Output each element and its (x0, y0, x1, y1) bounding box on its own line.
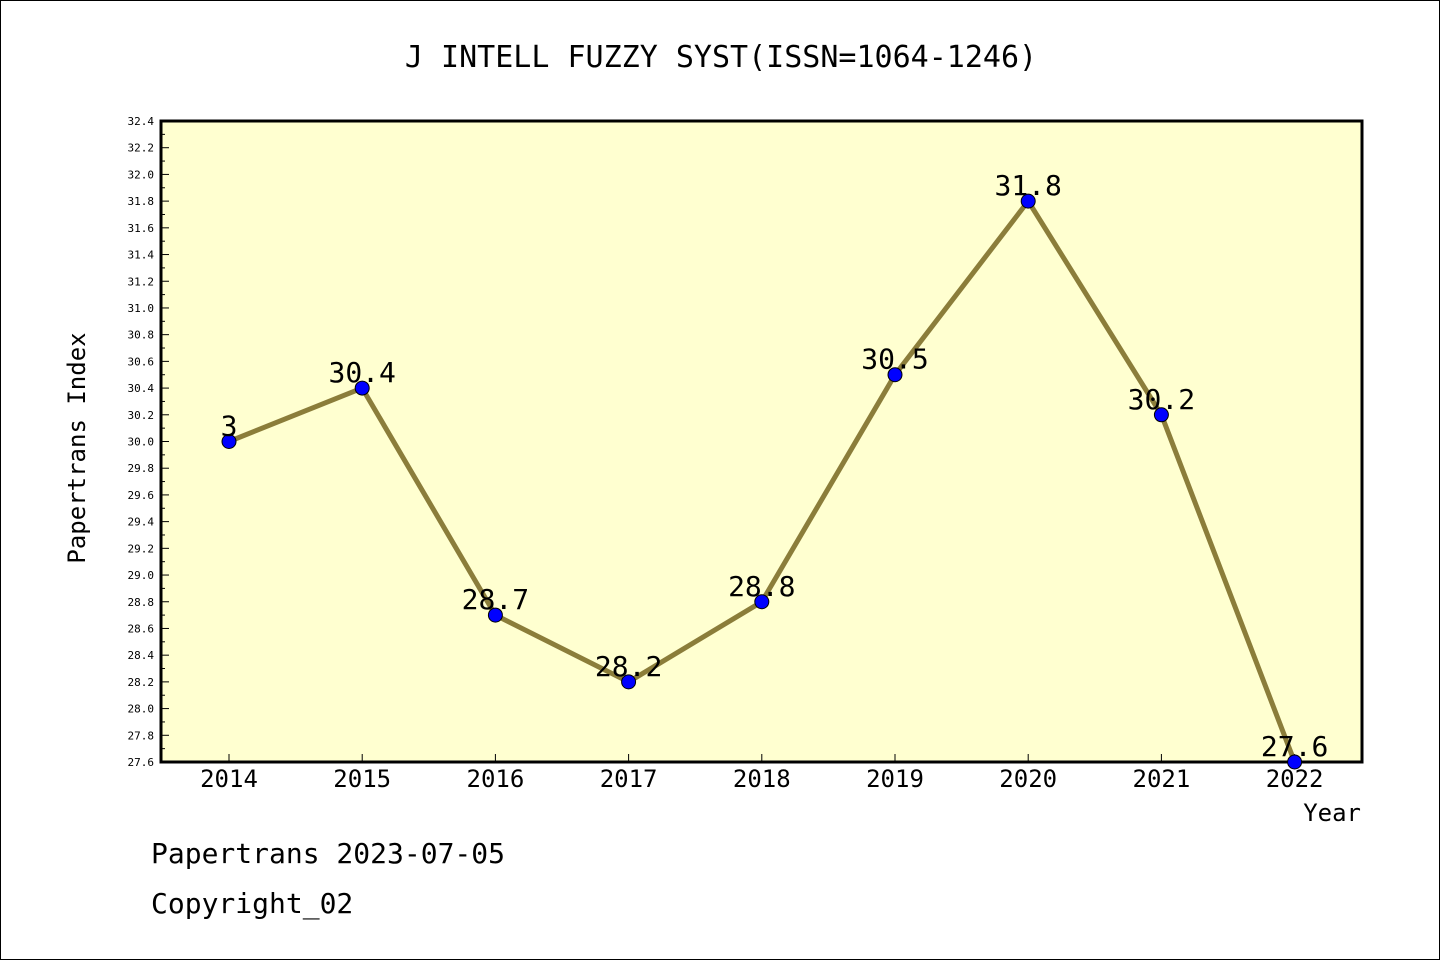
y-tick-label: 32.0 (128, 168, 155, 181)
y-tick-label: 30.6 (128, 355, 155, 368)
data-point (221, 434, 237, 449)
y-tick-label: 31.2 (128, 275, 155, 288)
data-point (487, 607, 503, 623)
data-point (354, 380, 370, 396)
x-tick-label: 2020 (999, 765, 1057, 793)
y-tick-label: 28.4 (128, 649, 155, 662)
y-tick-label: 31.4 (128, 249, 155, 262)
x-tick-label: 2022 (1266, 765, 1324, 793)
data-label: 30.5 (861, 343, 928, 376)
y-tick-label: 30.4 (128, 382, 155, 395)
data-label: 27.6 (1261, 730, 1328, 763)
data-point (887, 367, 903, 383)
y-tick-label: 29.8 (128, 462, 155, 475)
x-axis-label: Year (1303, 799, 1361, 827)
y-tick-label: 31.0 (128, 302, 155, 315)
data-label: 31.8 (994, 169, 1061, 202)
footer-copyright: Copyright_02 (151, 887, 354, 920)
y-tick-label: 29.4 (128, 516, 155, 529)
x-tick-label: 2014 (200, 765, 258, 793)
plot-area (159, 119, 1364, 764)
y-tick-label: 32.4 (128, 115, 155, 128)
y-tick-label: 28.2 (128, 676, 155, 689)
data-label: 30.2 (1128, 383, 1195, 416)
data-point (1020, 193, 1036, 209)
y-axis-ticks: 27.6 27.8 28.0 28.2 28.4 28.6 28.8 29.0 29.2 29.4… (128, 115, 169, 769)
x-tick-label: 2016 (467, 765, 525, 793)
x-tick-label: 2019 (866, 765, 924, 793)
data-label: 28.8 (728, 570, 795, 603)
x-tick-label: 2018 (733, 765, 791, 793)
x-axis-ticks: 2014 2015 2016 2017 2018 2019 2020 2021 2022 (200, 754, 1323, 793)
data-label: 28.7 (462, 583, 529, 616)
y-tick-label: 30.0 (128, 436, 155, 449)
y-tick-label: 27.8 (128, 729, 155, 742)
y-tick-label: 29.0 (128, 569, 155, 582)
x-tick-label: 2017 (600, 765, 658, 793)
data-point (1153, 407, 1169, 423)
y-tick-label: 28.6 (128, 622, 155, 635)
y-tick-label: 28.8 (128, 596, 155, 609)
data-label: 3 (221, 410, 238, 443)
x-tick-label: 2015 (333, 765, 391, 793)
y-tick-label: 30.8 (128, 329, 155, 342)
y-tick-label: 28.0 (128, 703, 155, 716)
y-tick-label: 29.2 (128, 542, 155, 555)
y-tick-label: 27.6 (128, 756, 155, 769)
y-axis-label: Papertrans Index (63, 332, 91, 563)
chart-title: J INTELL FUZZY SYST(ISSN=1064-1246) (405, 40, 1037, 75)
y-tick-label: 29.6 (128, 489, 155, 502)
y-tick-label: 31.8 (128, 195, 155, 208)
data-markers (221, 193, 1303, 770)
y-tick-label: 31.6 (128, 222, 155, 235)
footer-date: Papertrans 2023-07-05 (151, 837, 506, 870)
data-label: 28.2 (595, 650, 662, 683)
data-point (1287, 754, 1303, 770)
data-point (754, 594, 770, 610)
x-tick-label: 2021 (1133, 765, 1191, 793)
data-labels: 3 30.4 28.7 28.2 28.8 30.5 31.8 30.2 27.6 (221, 169, 1329, 763)
data-label: 30.4 (328, 356, 395, 389)
y-tick-label: 32.2 (128, 142, 155, 155)
y-tick-label: 30.2 (128, 409, 155, 422)
data-point (621, 674, 637, 690)
